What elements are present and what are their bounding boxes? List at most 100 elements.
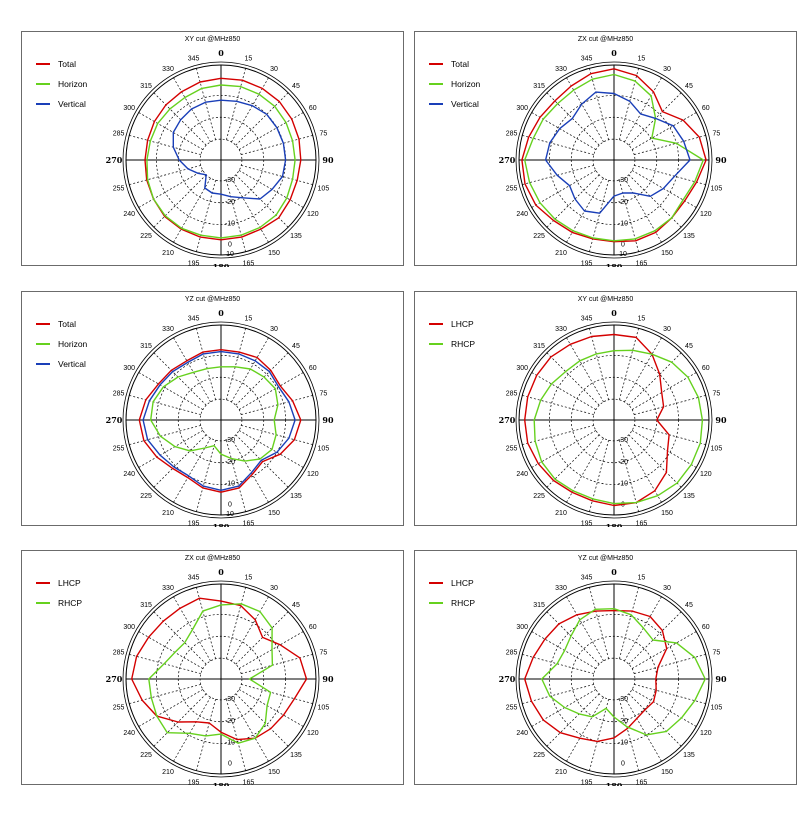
angle-tick-label: 315: [533, 602, 545, 609]
angle-tick-label: 210: [555, 510, 567, 517]
radial-tick-label: 0: [621, 761, 625, 768]
grid-spoke: [173, 77, 211, 143]
grid-spoke: [231, 337, 269, 403]
angle-tick-label: 240: [123, 211, 135, 218]
angle-tick-label: 255: [506, 185, 518, 192]
radial-tick-label: -30: [618, 437, 628, 444]
grid-spoke: [231, 437, 269, 503]
angle-tick-label: 150: [661, 769, 673, 776]
legend-label: RHCP: [451, 339, 476, 349]
legend-swatch: [36, 63, 50, 65]
grid-spoke: [153, 611, 207, 665]
grid-spoke: [153, 92, 207, 146]
grid-spoke: [238, 372, 304, 410]
radial-tick-label: -20: [618, 459, 628, 466]
angle-tick-label: 300: [516, 365, 528, 372]
radial-tick-label: -30: [225, 696, 235, 703]
angle-tick-label: 240: [123, 730, 135, 737]
grid-spoke: [631, 430, 697, 468]
angle-tick-label: 45: [292, 83, 300, 90]
grid-spoke: [589, 68, 609, 140]
angle-tick-label: 345: [581, 575, 593, 582]
angle-tick-label: 300: [123, 105, 135, 112]
angle-tick-label: 120: [700, 211, 712, 218]
chart-legend: LHCP RHCP: [429, 314, 475, 354]
grid-spoke: [238, 689, 304, 727]
angle-tick-label: 345: [581, 56, 593, 63]
polar-chart-panel: ZX cut @MHz850 Total Horizon Vertical 0 15 30 4…: [414, 31, 797, 267]
grid-spoke: [138, 372, 204, 410]
outer-ring: [515, 321, 713, 519]
grid-spoke: [619, 68, 639, 140]
grid-spoke: [196, 699, 216, 771]
angle-tick-label: 285: [113, 131, 125, 138]
grid-spoke: [241, 165, 313, 185]
angle-tick-label: 135: [683, 233, 695, 240]
polar-plot: 0 15 30 45 60 75 90 105 120 135 150 165 180 195 210 225…: [499, 567, 727, 786]
polar-chart-panel: YZ cut @MHz850 LHCP RHCP 0 15 30 45 60 75 90 105 12…: [414, 550, 797, 786]
radial-tick-label: -10: [225, 221, 235, 228]
outer-ring: [122, 321, 320, 519]
grid-spoke: [566, 596, 604, 662]
polar-plot: 0 15 30 45 60 75 90 105 120 135 150 165 180 195 210 225…: [499, 308, 727, 527]
legend-swatch: [429, 103, 443, 105]
grid-spoke: [628, 174, 682, 228]
grid-spoke: [153, 693, 207, 747]
grid-spoke: [631, 170, 697, 208]
angle-tick-label: 180: [213, 262, 230, 267]
grid-spoke: [522, 684, 594, 704]
chart-title: ZX cut @MHz850: [184, 555, 241, 562]
grid-spoke: [589, 587, 609, 659]
angle-tick-label: 255: [506, 704, 518, 711]
series-line: [144, 77, 302, 241]
legend-label: Total: [451, 59, 469, 69]
legend-swatch: [36, 343, 50, 345]
angle-tick-label: 105: [318, 445, 330, 452]
grid-spoke: [129, 165, 201, 185]
radial-tick-label: -20: [618, 718, 628, 725]
legend-item: Vertical: [36, 354, 87, 374]
angle-tick-label: 165: [636, 260, 648, 267]
angle-tick-label: 120: [307, 730, 319, 737]
outer-ring: [515, 61, 713, 259]
angle-tick-label: 0: [218, 48, 224, 58]
radial-tick-label: -20: [225, 459, 235, 466]
legend-label: Horizon: [451, 79, 481, 89]
radial-tick-label: 0: [228, 242, 232, 249]
angle-tick-label: 45: [292, 602, 300, 609]
grid-spoke: [566, 696, 604, 762]
legend-label: Total: [58, 319, 76, 329]
grid-spoke: [628, 434, 682, 488]
angle-tick-label: 255: [113, 445, 125, 452]
grid-spoke: [566, 437, 604, 503]
legend-label: LHCP: [451, 578, 474, 588]
legend-item: Horizon: [429, 74, 480, 94]
angle-tick-label: 240: [516, 730, 528, 737]
angle-tick-label: 105: [711, 704, 723, 711]
grid-spoke: [226, 180, 246, 252]
angle-tick-label: 225: [533, 752, 545, 759]
grid-spoke: [138, 170, 204, 208]
chart-title: XY cut @MHz850: [184, 36, 241, 43]
angle-tick-label: 225: [533, 493, 545, 500]
angle-tick-label: 45: [685, 83, 693, 90]
angle-tick-label: 195: [188, 260, 200, 267]
chart-legend: Total Horizon Vertical: [36, 54, 87, 114]
grid-spoke: [241, 425, 313, 445]
angle-tick-label: 255: [113, 185, 125, 192]
angle-tick-label: 225: [140, 233, 152, 240]
legend-item: Horizon: [36, 74, 87, 94]
legend-item: Horizon: [36, 334, 87, 354]
series-line: [149, 366, 279, 462]
grid-spoke: [634, 135, 706, 155]
grid-spoke: [566, 77, 604, 143]
grid-spoke: [566, 177, 604, 243]
angle-tick-label: 330: [162, 326, 174, 333]
grid-spoke: [238, 170, 304, 208]
angle-tick-label: 195: [581, 260, 593, 267]
grid-spoke: [631, 689, 697, 727]
grid-spoke: [624, 437, 662, 503]
angle-tick-label: 105: [711, 445, 723, 452]
radial-tick-label: -10: [225, 481, 235, 488]
angle-tick-label: 255: [506, 445, 518, 452]
